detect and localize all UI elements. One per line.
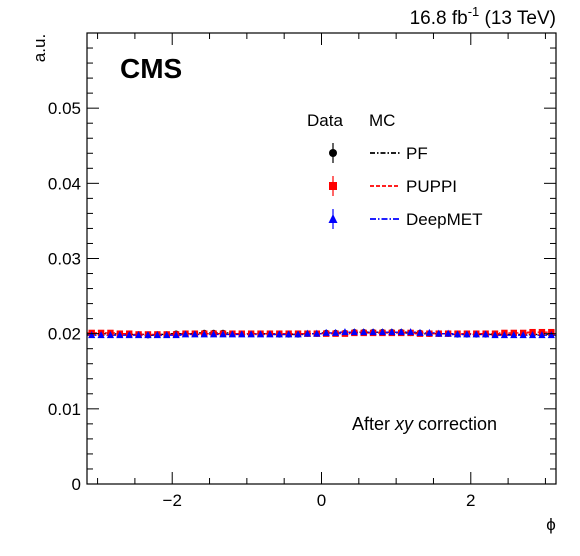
data-point-deepmet [191, 330, 199, 338]
plot-frame [86, 32, 557, 485]
x-tick-label: −2 [163, 491, 182, 510]
data-point-deepmet [238, 330, 246, 338]
data-point-deepmet [547, 331, 555, 339]
data-point-deepmet [266, 330, 274, 338]
chart-marks [87, 328, 556, 339]
lumi-exponent: -1 [468, 4, 480, 19]
lumi-label: 16.8 fb-1 (13 TeV) [410, 4, 556, 29]
annotation-prefix: After [352, 414, 395, 434]
data-point-deepmet [88, 331, 96, 339]
data-point-deepmet [331, 328, 340, 336]
data-point-deepmet [453, 330, 462, 338]
legend-puppi-marker [329, 182, 337, 190]
data-point-deepmet [472, 330, 480, 338]
data-point-deepmet [482, 330, 490, 338]
y-tick-label: 0.05 [48, 99, 81, 118]
data-point-deepmet [313, 329, 321, 337]
legend: Data MC PF PUPPI DeepMET [307, 111, 483, 229]
data-point-deepmet [388, 328, 396, 336]
y-tick-label: 0.01 [48, 400, 81, 419]
data-point-deepmet [200, 330, 208, 338]
legend-data-header: Data [307, 111, 343, 130]
data-point-deepmet [463, 330, 471, 338]
y-tick-label: 0.03 [48, 250, 81, 269]
data-point-deepmet [538, 331, 546, 339]
data-point-deepmet [341, 328, 349, 336]
data-point-deepmet [528, 331, 537, 339]
data-point-deepmet [294, 330, 302, 338]
data-point-deepmet [350, 328, 358, 336]
lumi-value: 16.8 fb [410, 8, 468, 29]
x-tick-label: 2 [466, 491, 475, 510]
legend-pf-label: PF [406, 144, 428, 163]
data-point-deepmet [510, 331, 518, 339]
data-point-deepmet [172, 331, 180, 339]
data-point-deepmet [210, 330, 218, 338]
legend-puppi-label: PUPPI [406, 177, 457, 196]
legend-pf-marker [329, 149, 337, 157]
data-point-deepmet [163, 331, 171, 339]
data-point-deepmet [425, 328, 433, 336]
correction-annotation: After xy correction [352, 414, 497, 434]
lumi-energy: (13 TeV) [479, 8, 556, 29]
data-point-deepmet [181, 330, 190, 338]
data-point-deepmet [116, 331, 124, 339]
data-point-deepmet [153, 331, 161, 339]
annotation-italic: xy [394, 414, 414, 434]
data-point-deepmet [134, 331, 143, 339]
data-point-deepmet [369, 328, 377, 336]
data-point-deepmet [256, 330, 265, 338]
legend-entries: PF PUPPI DeepMET [328, 143, 483, 229]
data-point-deepmet [397, 328, 405, 336]
data-point-deepmet [228, 330, 236, 338]
data-point-deepmet [125, 331, 133, 339]
annotation-suffix: correction [413, 414, 497, 434]
data-point-deepmet [247, 330, 255, 338]
data-point-deepmet [444, 329, 452, 337]
data-point-deepmet [106, 331, 115, 339]
legend-mc-header: MC [369, 111, 395, 130]
data-point-deepmet [500, 331, 509, 339]
x-tick-label: 0 [317, 491, 326, 510]
data-point-deepmet [519, 331, 527, 339]
x-axis-title: ϕ [546, 515, 556, 534]
data-point-deepmet [378, 328, 387, 336]
data-point-deepmet [435, 329, 443, 337]
y-tick-label: 0.02 [48, 325, 81, 344]
y-axis-title: a.u. [30, 34, 49, 62]
data-point-deepmet [416, 328, 424, 336]
data-point-deepmet [360, 328, 368, 336]
cms-label: CMS [120, 53, 182, 84]
legend-deepmet-label: DeepMET [406, 210, 483, 229]
legend-deepmet-marker [328, 214, 338, 223]
data-point-deepmet [285, 330, 293, 338]
data-point-deepmet [491, 331, 499, 339]
data-point-deepmet [303, 329, 312, 337]
data-point-deepmet [144, 331, 152, 339]
axis-ticks: 0 0.01 0.02 0.03 0.04 0.05 −2 0 2 [48, 32, 556, 510]
data-point-deepmet [97, 331, 105, 339]
y-tick-label: 0 [72, 475, 81, 494]
data-point-deepmet [407, 328, 415, 336]
data-point-deepmet [322, 328, 330, 336]
data-point-deepmet [219, 330, 227, 338]
data-point-deepmet [275, 330, 283, 338]
y-tick-label: 0.04 [48, 174, 81, 193]
